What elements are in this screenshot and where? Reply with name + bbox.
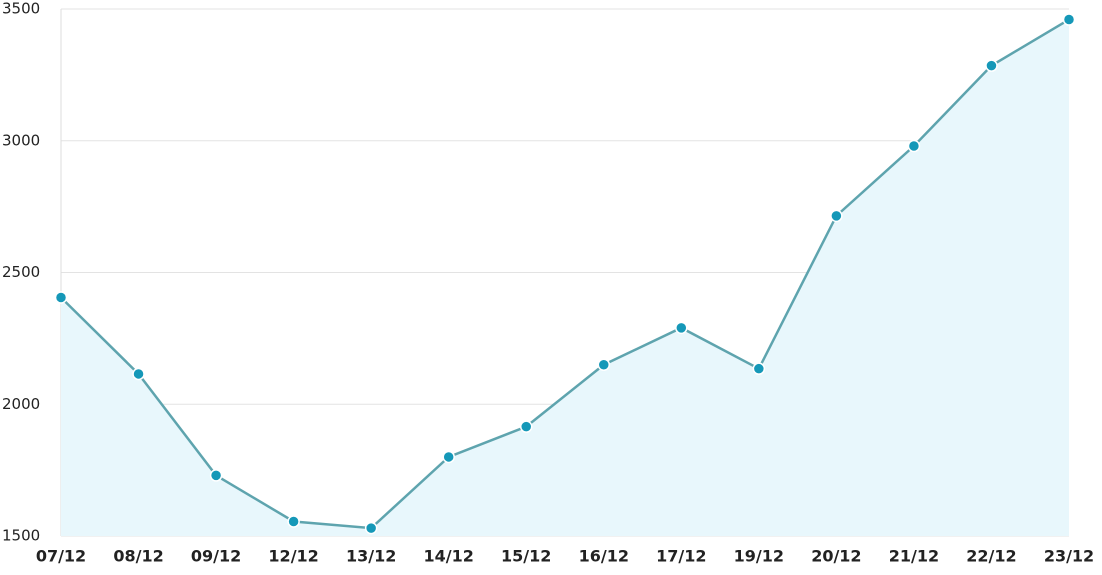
marker: [675, 321, 688, 335]
marker: [907, 139, 921, 153]
marker: [132, 367, 145, 381]
marker: [1062, 13, 1076, 26]
y-tick-label: 3000: [2, 131, 40, 149]
x-tick-label: 16/12: [579, 547, 629, 566]
marker: [752, 362, 766, 375]
marker: [519, 420, 533, 433]
marker: [985, 59, 998, 72]
x-tick-label: 14/12: [424, 547, 474, 566]
x-tick-label: 07/12: [36, 547, 86, 566]
x-tick-label: 22/12: [966, 547, 1016, 566]
y-tick-label: 2500: [2, 263, 40, 281]
marker: [364, 521, 378, 535]
y-tick-label: 1500: [2, 527, 40, 545]
x-tick-label: 13/12: [346, 547, 396, 566]
marker: [597, 358, 611, 371]
x-tick-label: 19/12: [734, 547, 784, 566]
x-tick-label: 20/12: [811, 547, 861, 566]
x-tick-label: 15/12: [501, 547, 551, 566]
marker: [442, 450, 455, 464]
area-fill: [61, 19, 1069, 537]
marker: [209, 469, 223, 482]
marker: [54, 291, 68, 304]
marker: [830, 209, 843, 223]
marker: [287, 515, 300, 528]
y-tick-label: 3500: [2, 0, 40, 18]
y-tick-label: 2000: [2, 395, 40, 413]
x-tick-label: 09/12: [191, 547, 241, 566]
line: [60, 18, 1070, 530]
x-tick-label: 08/12: [113, 547, 163, 566]
x-tick-label: 12/12: [268, 547, 318, 566]
x-tick-label: 23/12: [1044, 547, 1094, 566]
x-tick-label: 21/12: [889, 547, 939, 566]
x-tick-label: 17/12: [656, 547, 706, 566]
